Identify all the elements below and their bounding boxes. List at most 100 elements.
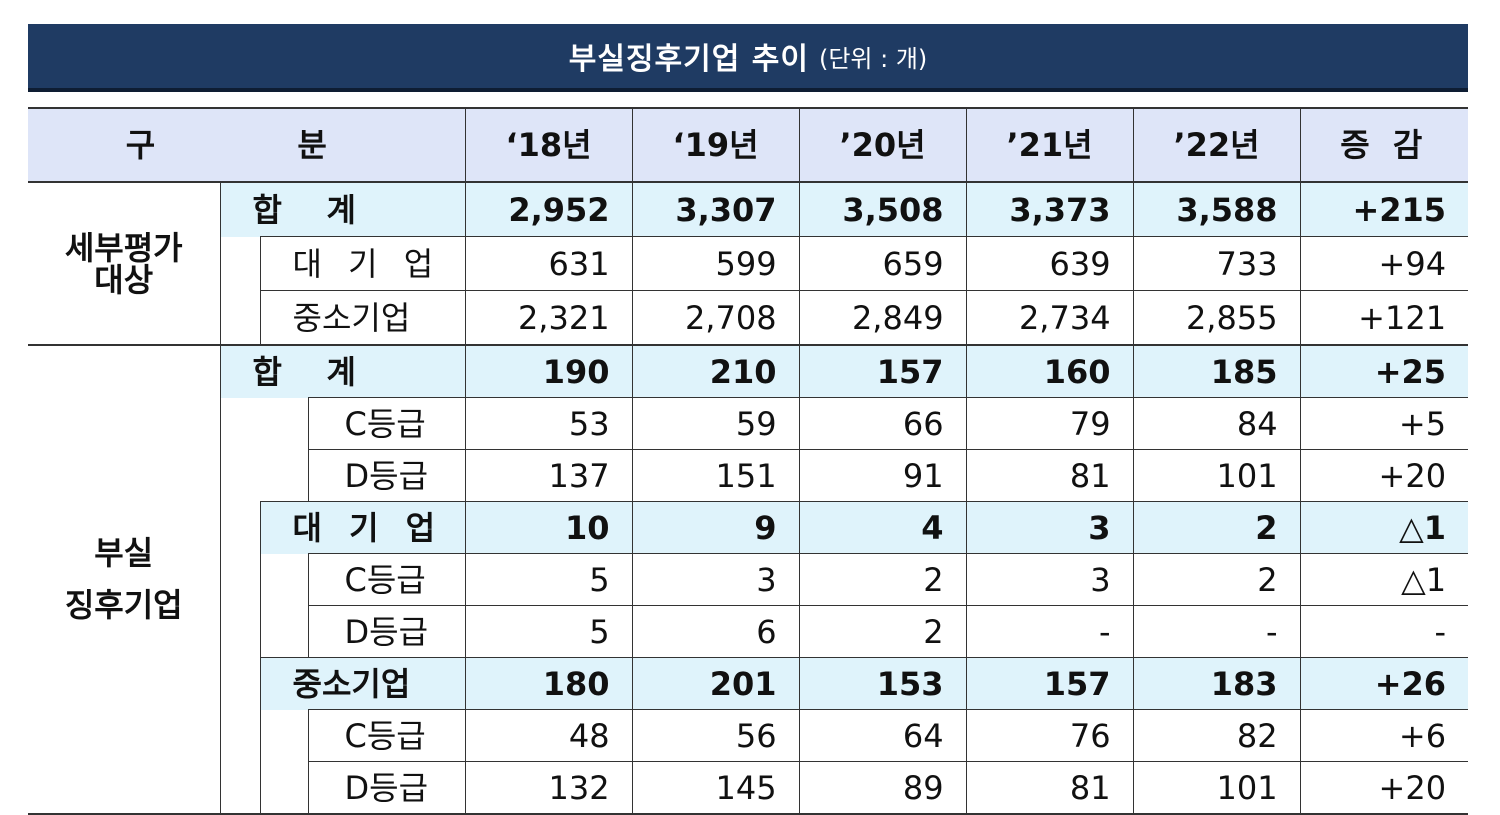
row-label: 합 계 [219, 182, 466, 237]
cell: 3,373 [965, 182, 1134, 237]
table-row: 세부평가 대상 합 계 2,952 3,307 3,508 3,373 3,58… [28, 182, 1469, 346]
table-row: 대 기 업 10 9 4 3 2 △1 [28, 501, 1469, 554]
cell: 89 [798, 761, 967, 815]
cell: - [1132, 605, 1301, 658]
cell: 6 [631, 605, 800, 658]
cell: 101 [1132, 761, 1301, 815]
cell: 2,952 [464, 182, 633, 237]
cell: 48 [464, 709, 633, 762]
cell: 599 [631, 236, 800, 291]
cell: 153 [798, 657, 967, 710]
cell: 190 [464, 345, 633, 398]
header-change: 증 감 [1299, 107, 1469, 183]
cell: 157 [798, 345, 967, 398]
cell: 76 [965, 709, 1134, 762]
cell: 66 [798, 397, 967, 450]
cell: 180 [464, 657, 633, 710]
cell: 183 [1132, 657, 1301, 710]
cell: 79 [965, 397, 1134, 450]
row-label: D등급 [307, 761, 466, 815]
cell: +26 [1299, 657, 1469, 710]
header-2018: ‘18년 [464, 107, 633, 183]
cell: 10 [464, 501, 633, 554]
table-row: C등급 48 56 64 76 82 +6 [28, 709, 1469, 762]
cell: - [965, 605, 1134, 658]
cell: 2 [1132, 501, 1301, 554]
unit-label: (단위 : 개) [818, 44, 928, 73]
header-2022: ’22년 [1132, 107, 1301, 183]
cell: +5 [1299, 397, 1469, 450]
table-row: C등급 53 59 66 79 84 +5 [28, 397, 1469, 450]
cell: 81 [965, 761, 1134, 815]
table-row: D등급 132 145 89 81 101 +20 [28, 761, 1469, 815]
table-row: C등급 5 3 2 3 2 △1 [28, 553, 1469, 606]
row-label: 대 기 업 [259, 236, 466, 291]
group-label-eval: 세부평가 대상 [28, 182, 220, 346]
cell: 132 [464, 761, 633, 815]
cell: 659 [798, 236, 967, 291]
cell: 9 [631, 501, 800, 554]
cell: +20 [1299, 449, 1469, 502]
row-label: 중소기업 [259, 657, 466, 710]
cell: 160 [965, 345, 1134, 398]
cell: 151 [631, 449, 800, 502]
cell: 101 [1132, 449, 1301, 502]
cell: 91 [798, 449, 967, 502]
cell: 5 [464, 553, 633, 606]
cell: 2 [798, 553, 967, 606]
cell: 157 [965, 657, 1134, 710]
cell: 3 [631, 553, 800, 606]
cell: 145 [631, 761, 800, 815]
row-label: C등급 [307, 553, 466, 606]
row-label: D등급 [307, 605, 466, 658]
table-row: 중소기업 2,321 2,708 2,849 2,734 2,855 +121 [28, 290, 1469, 346]
table-title-bar: 부실징후기업 추이 (단위 : 개) [28, 24, 1468, 88]
cell: 2,849 [798, 290, 967, 346]
header-2019: ‘19년 [631, 107, 800, 183]
header-2021: ’21년 [965, 107, 1134, 183]
cell: 81 [965, 449, 1134, 502]
cell: 59 [631, 397, 800, 450]
cell: +25 [1299, 345, 1469, 398]
cell: 2,708 [631, 290, 800, 346]
cell: 2,321 [464, 290, 633, 346]
cell: 53 [464, 397, 633, 450]
cell: 4 [798, 501, 967, 554]
cell: 56 [631, 709, 800, 762]
cell: 3,588 [1132, 182, 1301, 237]
cell: 201 [631, 657, 800, 710]
row-label: C등급 [307, 397, 466, 450]
row-label: D등급 [307, 449, 466, 502]
cell: △1 [1299, 553, 1469, 606]
header-category: 구 분 [28, 107, 466, 183]
cell: 3 [965, 501, 1134, 554]
cell: 2 [1132, 553, 1301, 606]
cell: 64 [798, 709, 967, 762]
header-2020: ’20년 [798, 107, 967, 183]
table-title: 부실징후기업 추이 [568, 42, 809, 77]
cell: 137 [464, 449, 633, 502]
cell: 2,734 [965, 290, 1134, 346]
cell: +121 [1299, 290, 1469, 346]
cell: 3 [965, 553, 1134, 606]
row-label: 대 기 업 [259, 501, 466, 554]
cell: 2,855 [1132, 290, 1301, 346]
cell: 2 [798, 605, 967, 658]
cell: +6 [1299, 709, 1469, 762]
cell: +215 [1299, 182, 1469, 237]
table-row: D등급 137 151 91 81 101 +20 [28, 449, 1469, 502]
cell: 639 [965, 236, 1134, 291]
cell: 631 [464, 236, 633, 291]
cell: 733 [1132, 236, 1301, 291]
cell: - [1299, 605, 1469, 658]
table-row: 대 기 업 631 599 659 639 733 +94 [28, 236, 1469, 291]
cell: 3,508 [798, 182, 967, 237]
cell: 210 [631, 345, 800, 398]
cell: 82 [1132, 709, 1301, 762]
group-label-distress: 부실 징후기업 [28, 345, 220, 815]
table-row: 중소기업 180 201 153 157 183 +26 [28, 657, 1469, 710]
cell: 84 [1132, 397, 1301, 450]
cell: 5 [464, 605, 633, 658]
cell: △1 [1299, 501, 1469, 554]
row-label: 중소기업 [259, 290, 466, 346]
